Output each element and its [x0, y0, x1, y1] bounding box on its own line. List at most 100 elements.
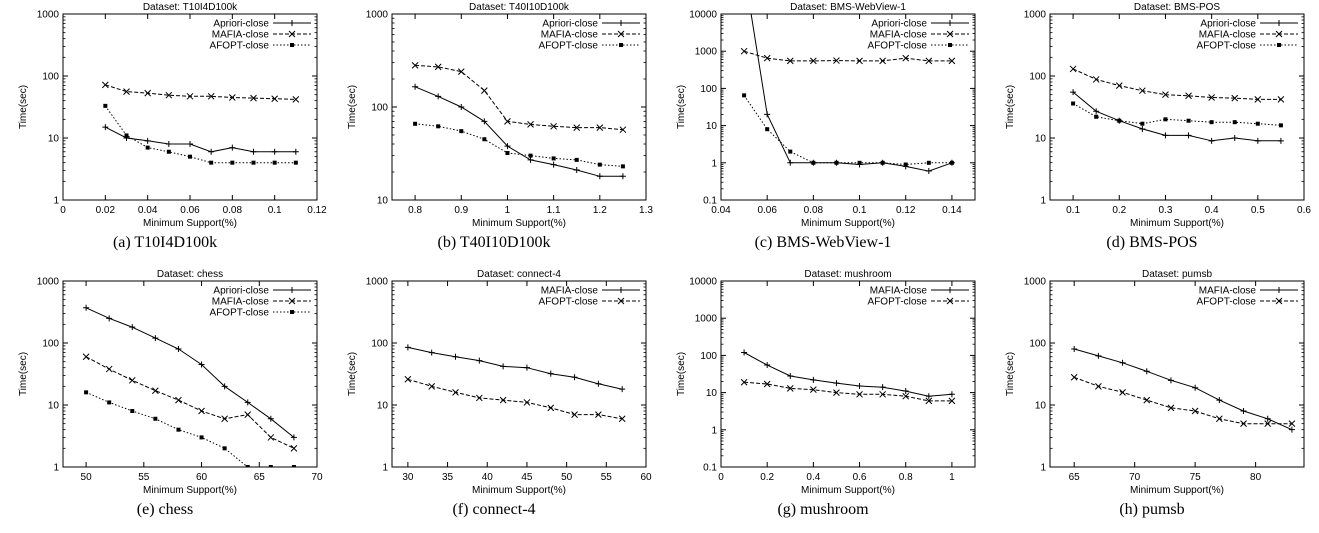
data-area — [740, 349, 956, 405]
series-afopt-close-point — [788, 149, 793, 154]
y-axis-label: Time(sec) — [676, 352, 687, 396]
series-apriori-close-point — [229, 144, 236, 151]
plot-frame — [391, 280, 647, 468]
panel-pumsb: Dataset: pumsb 1 10 100 1000 65 70 75 80 Minimum … — [992, 267, 1312, 533]
series-afopt-close-point — [948, 397, 956, 405]
series-apriori-close-point — [271, 148, 278, 155]
y-tick-label: 10 — [377, 196, 389, 207]
series-afopt-close-point — [1278, 123, 1283, 128]
chart-connect-4: Dataset: connect-4 1 10 100 1000 30 35 40 45 50 55… — [347, 269, 652, 496]
series-mafia-close-point — [292, 96, 300, 103]
x-tick-label: 65 — [254, 472, 266, 483]
y-tick-label: 100 — [371, 103, 388, 114]
panel-connect-4: Dataset: connect-4 1 10 100 1000 30 35 40 45 50 55… — [334, 267, 654, 533]
series-afopt-close-point — [763, 380, 771, 388]
legend-mafia-close-marker — [288, 297, 296, 305]
series-mafia-close-point — [1288, 426, 1295, 433]
legend-apriori-close-label: Apriori-close — [213, 286, 269, 297]
x-tick-label: 70 — [1129, 472, 1141, 483]
x-axis-label: Minimum Support(%) — [472, 485, 566, 496]
series-mafia-close-point — [571, 374, 578, 381]
legend-mafia-close-label: MAFIA-close — [870, 286, 928, 297]
legend-afopt-close-marker — [1275, 297, 1283, 305]
x-tick-label: 0.14 — [942, 205, 962, 216]
series-mafia-close-point — [82, 353, 90, 361]
series-mafia-close-point — [128, 376, 136, 384]
series-mafia-close-line — [743, 50, 952, 62]
series-mafia-close-point — [925, 393, 932, 400]
series-afopt-close-line — [415, 123, 623, 167]
series-afopt-close-point — [1095, 382, 1102, 390]
series-afopt-close-point — [124, 133, 129, 138]
series-afopt-close-point — [1070, 373, 1078, 381]
series-mafia-close-point — [186, 92, 194, 100]
series-apriori-close-point — [187, 141, 193, 148]
x-tick-label: 30 — [402, 472, 414, 483]
x-tick-label: 0.9 — [454, 205, 468, 216]
series-afopt-close-point — [1215, 415, 1223, 423]
x-tick-label: 0.1 — [268, 205, 282, 216]
series-mafia-close-point — [596, 124, 604, 131]
x-axis-label: Minimum Support(%) — [801, 485, 895, 496]
legend-mafia-close-label: MAFIA-close — [1199, 286, 1257, 297]
y-tick-label: 1 — [711, 158, 717, 169]
series-afopt-close-point — [499, 396, 507, 404]
y-axis-label: Time(sec) — [347, 352, 358, 396]
legend-afopt-close-label: AFOPT-close — [868, 297, 928, 308]
legend-afopt-close-marker — [617, 297, 625, 305]
chart-bms-pos: Dataset: BMS-POS 1 10 100 1000 0.1 0.2 0.3 0.4 0.… — [1005, 2, 1311, 229]
x-tick-label: 1.2 — [593, 205, 607, 216]
data-area — [1069, 65, 1285, 144]
series-mafia-close-point — [1277, 96, 1285, 103]
legend-mafia-close-marker — [617, 30, 625, 38]
y-tick-label: 100 — [1029, 72, 1046, 83]
series-apriori-close-point — [83, 304, 90, 311]
series-apriori-close-point — [435, 93, 442, 100]
series-afopt-close-point — [413, 121, 418, 126]
legend-apriori-close-label: Apriori-close — [213, 19, 269, 30]
legend-mafia-close-label: MAFIA-close — [541, 30, 599, 41]
legend-apriori-close-label: Apriori-close — [871, 19, 927, 30]
x-axis-label: Minimum Support(%) — [143, 218, 237, 229]
series-mafia-close-point — [1069, 65, 1077, 73]
series-mafia-close-point — [925, 57, 933, 65]
x-tick-label: 0.08 — [223, 205, 243, 216]
series-afopt-close-point — [742, 93, 747, 98]
series-afopt-close-point — [880, 160, 885, 165]
series-mafia-close-point — [290, 444, 298, 452]
series-apriori-close-line — [105, 126, 296, 153]
series-mafia-close-point — [1167, 377, 1174, 384]
x-tick-label: 45 — [521, 472, 533, 483]
series-afopt-close-point — [595, 411, 602, 418]
panel-bms-pos: Dataset: BMS-POS 1 10 100 1000 0.1 0.2 0.3 0.4 0.… — [992, 0, 1312, 266]
series-apriori-close-point — [221, 383, 228, 390]
series-mafia-close-point — [1192, 384, 1199, 391]
data-area — [1070, 346, 1296, 433]
series-mafia-close-point — [452, 353, 459, 360]
series-afopt-close-point — [1071, 101, 1076, 106]
x-tick-label: 0.1 — [1066, 205, 1080, 216]
legend-mafia-close-marker — [1275, 30, 1283, 38]
legend-mafia-close-label: MAFIA-close — [212, 297, 270, 308]
chart-title: Dataset: mushroom — [804, 269, 891, 280]
series-mafia-close-point — [856, 57, 863, 65]
series-afopt-close-line — [743, 95, 952, 166]
y-tick-label: 1000 — [1024, 10, 1047, 21]
series-mafia-close-point — [101, 81, 109, 89]
series-mafia-close-point — [504, 118, 511, 125]
series-mafia-close-line — [1072, 68, 1281, 100]
series-apriori-close-point — [1139, 125, 1146, 132]
series-mafia-close-point — [267, 434, 275, 441]
x-tick-label: 0.3 — [1159, 205, 1173, 216]
chart-t40i10d100k: Dataset: T40I10D100k 10 100 1000 0.8 0.9 1 1.1 1… — [347, 2, 653, 229]
series-apriori-close-point — [1254, 137, 1261, 144]
x-tick-label: 0.5 — [1251, 205, 1265, 216]
series-afopt-close-point — [597, 162, 602, 167]
y-tick-label: 100 — [700, 351, 717, 362]
series-mafia-close-point — [902, 388, 909, 395]
series-afopt-close-point — [1094, 114, 1099, 119]
series-afopt-close-point — [145, 145, 150, 150]
x-tick-label: 0.6 — [1297, 205, 1311, 216]
series-afopt-close-point — [879, 390, 886, 398]
series-mafia-close-point — [619, 126, 627, 134]
